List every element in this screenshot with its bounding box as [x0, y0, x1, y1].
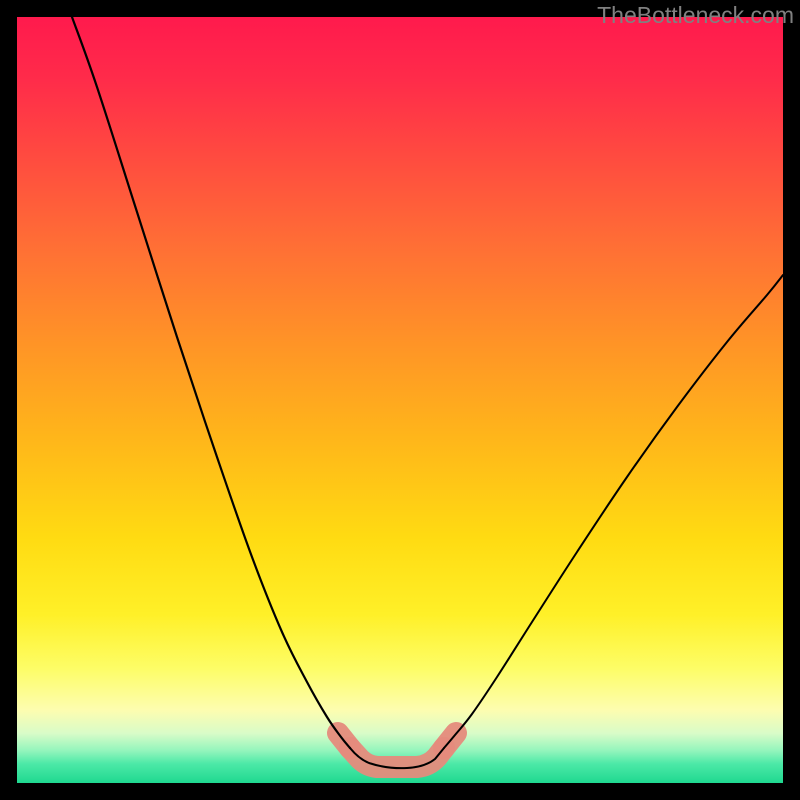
chart-root: TheBottleneck.com [0, 0, 800, 800]
bottleneck-curve-chart [0, 0, 800, 800]
gradient-background [17, 17, 783, 783]
